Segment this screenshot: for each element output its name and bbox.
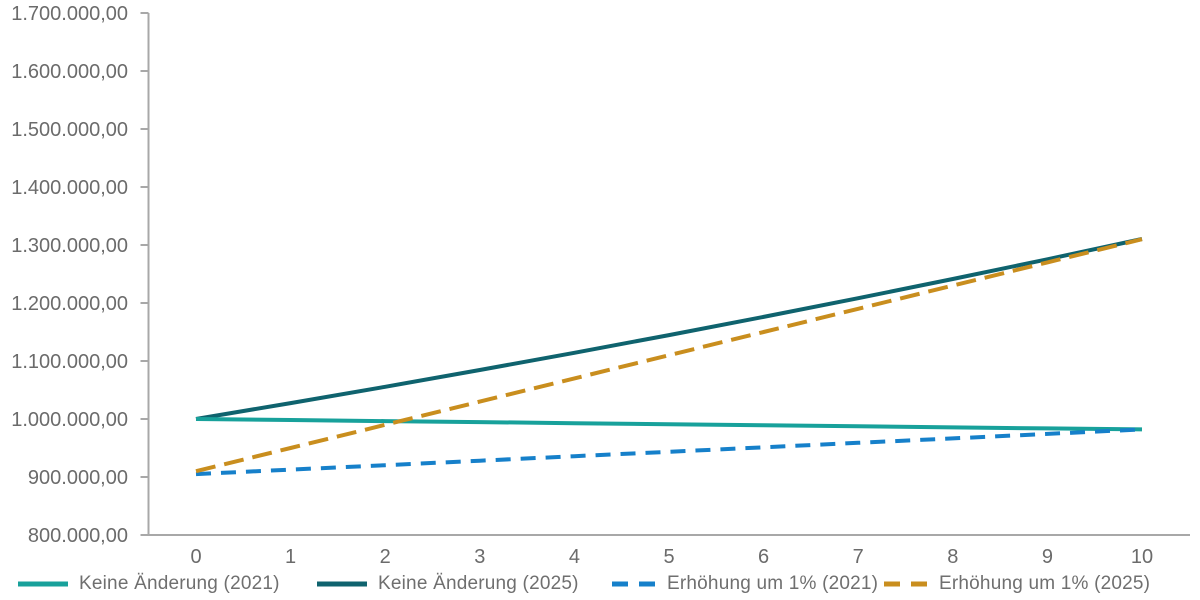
x-axis-tick-label: 8 [947,546,958,568]
x-axis-tick-label: 7 [853,546,864,568]
x-axis-tick-label: 6 [758,546,769,568]
x-axis-tick-label: 1 [285,546,296,568]
series-line-1 [195,237,1143,421]
legend-swatch-dashed-blue-icon [612,581,656,587]
y-axis-tick-label: 1.500.000,00 [11,119,128,141]
legend-item-keine-aenderung-2025: Keine Änderung (2025) [317,570,579,598]
y-axis-tick-label: 1.600.000,00 [11,61,128,83]
x-axis-tick-label: 5 [663,546,674,568]
legend-label: Keine Änderung (2021) [79,573,280,594]
y-axis-tick-label: 900.000,00 [28,467,128,489]
legend-swatch-solid-darkteal-icon [317,581,367,587]
legend-item-keine-aenderung-2021: Keine Änderung (2021) [18,570,280,598]
y-axis-tick-label: 1.000.000,00 [11,409,128,431]
series-line-3 [195,237,1143,474]
x-axis-tick-label: 4 [569,546,580,568]
chart-legend: Keine Änderung (2021) Keine Änderung (20… [0,570,1200,598]
legend-swatch-solid-teal-icon [18,581,68,587]
x-axis-tick-label: 0 [190,546,201,568]
y-axis-tick-label: 800.000,00 [28,525,128,547]
x-axis-tick-label: 2 [380,546,391,568]
legend-label: Keine Änderung (2025) [378,573,579,594]
series-line-2 [195,427,1143,477]
legend-swatch-dashed-orange-icon [884,581,928,587]
x-axis-tick-label: 10 [1131,546,1153,568]
y-axis-tick-label: 1.700.000,00 [11,3,128,25]
legend-label: Erhöhung um 1% (2021) [667,573,879,594]
legend-item-erhoehung-1pct-2025: Erhöhung um 1% (2025) [884,570,1150,598]
y-axis-tick-label: 1.400.000,00 [11,177,128,199]
y-axis-tick-label: 1.300.000,00 [11,235,128,257]
y-axis-tick-label: 1.200.000,00 [11,293,128,315]
x-axis-tick-label: 3 [474,546,485,568]
x-axis-tick-label: 9 [1042,546,1053,568]
legend-label: Erhöhung um 1% (2025) [939,573,1151,594]
series-line-0 [195,417,1143,432]
y-axis-tick-label: 1.100.000,00 [11,351,128,373]
legend-item-erhoehung-1pct-2021: Erhöhung um 1% (2021) [612,570,878,598]
